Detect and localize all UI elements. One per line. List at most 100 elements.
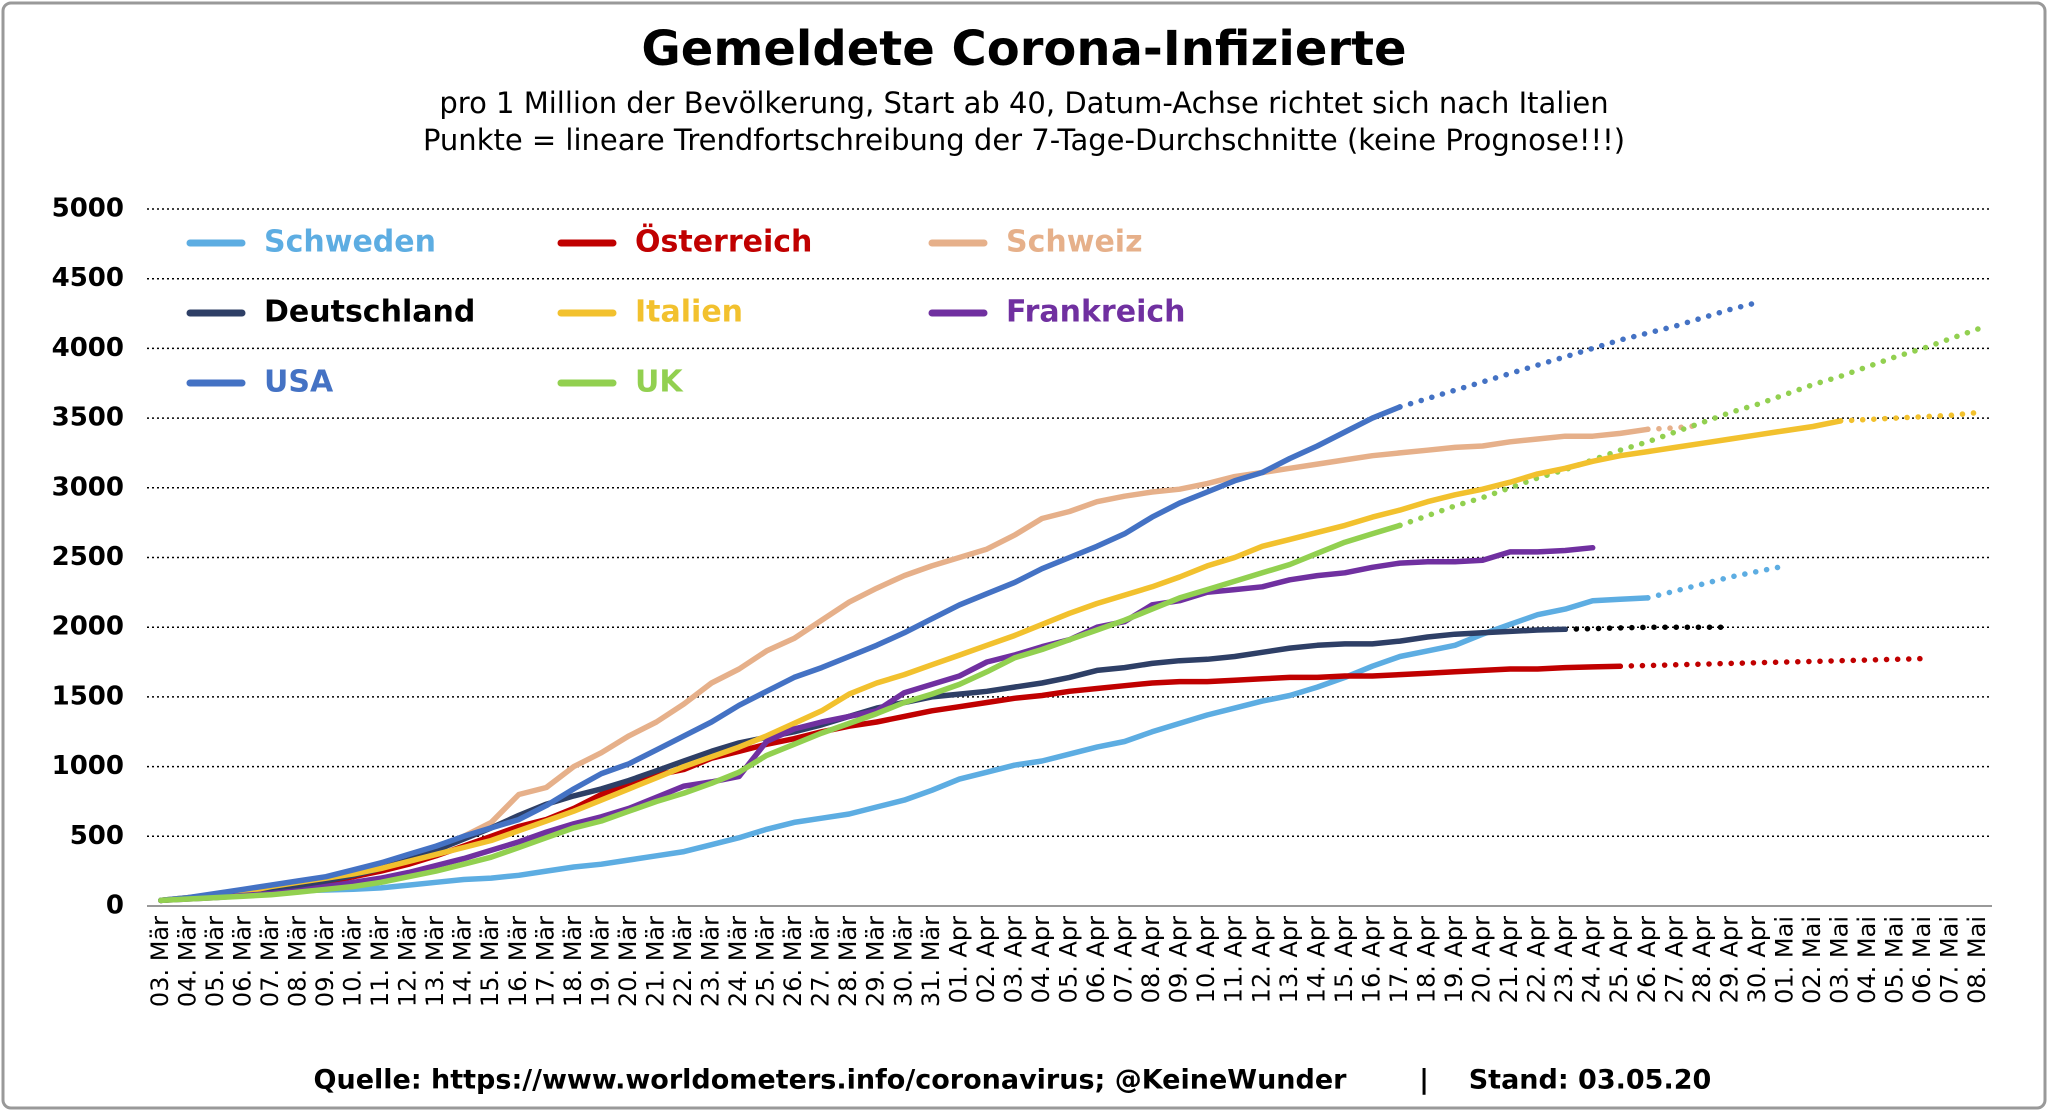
x-tick-label: 15. Mär	[476, 916, 504, 1007]
x-tick-label: 05. Mai	[1881, 916, 1909, 1004]
x-tick-label: 05. Apr	[1055, 916, 1083, 1003]
x-tick-label: 25. Mär	[752, 916, 780, 1007]
legend-label: Frankreich	[1006, 295, 1186, 330]
x-tick-label: 22. Mär	[669, 916, 697, 1007]
x-tick-label: 22. Apr	[1523, 916, 1551, 1003]
x-tick-label: 11. Apr	[1220, 916, 1248, 1003]
y-tick-label: 2000	[52, 612, 124, 642]
legend-label: Österreich	[635, 223, 812, 260]
x-tick-label: 12. Mär	[394, 916, 422, 1007]
x-tick-label: 31. Mär	[917, 916, 945, 1007]
x-tick-label: 21. Mär	[641, 916, 669, 1007]
legend-label: Deutschland	[264, 295, 475, 330]
x-tick-label: 04. Mai	[1853, 916, 1881, 1004]
x-tick-label: 14. Apr	[1302, 916, 1330, 1003]
trend-line	[1617, 655, 1926, 669]
x-tick-label: 06. Apr	[1082, 916, 1110, 1003]
chart-title: Gemeldete Corona-Infizierte	[641, 21, 1406, 77]
trend-line	[1397, 299, 1761, 410]
x-tick-label: 09. Apr	[1165, 916, 1193, 1003]
x-tick-label: 13. Mär	[421, 916, 449, 1007]
x-tick-label: 03. Apr	[999, 916, 1027, 1003]
x-tick-label: 24. Apr	[1578, 916, 1606, 1003]
x-tick-label: 12. Apr	[1247, 916, 1275, 1003]
x-tick-label: 08. Mai	[1963, 916, 1991, 1004]
x-tick-label: 26. Apr	[1633, 916, 1661, 1003]
x-tick-label: 10. Apr	[1192, 916, 1220, 1003]
date-note: Stand: 03.05.20	[1469, 1065, 1712, 1096]
line	[158, 418, 1844, 904]
x-tick-label: 30. Apr	[1743, 916, 1771, 1003]
x-tick-label: 27. Mär	[807, 916, 835, 1007]
x-tick-label: 07. Mär	[256, 916, 284, 1007]
y-tick-label: 5000	[52, 194, 124, 224]
y-tick-label: 4500	[52, 263, 124, 293]
x-tick-label: 30. Mär	[889, 916, 917, 1007]
source-note: Quelle: https://www.worldometers.info/co…	[314, 1065, 1348, 1096]
x-tick-label: 02. Apr	[972, 916, 1000, 1003]
x-tick-label: 28. Apr	[1688, 916, 1716, 1003]
x-tick-label: 29. Mär	[862, 916, 890, 1007]
y-tick-label: 500	[70, 821, 124, 851]
x-tick-label: 18. Mär	[559, 916, 587, 1007]
x-tick-label: 15. Apr	[1330, 916, 1358, 1003]
legend-label: Schweiz	[1006, 225, 1143, 260]
x-tick-label: 03. Mär	[146, 916, 174, 1007]
y-tick-label: 1500	[52, 681, 124, 711]
y-tick-label: 4000	[52, 333, 124, 363]
x-tick-label: 26. Mär	[779, 916, 807, 1007]
x-tick-label: 28. Mär	[834, 916, 862, 1007]
x-tick-label: 21. Apr	[1495, 916, 1523, 1003]
x-tick-label: 04. Apr	[1027, 916, 1055, 1003]
y-tick-label: 3000	[52, 472, 124, 502]
x-tick-label: 04. Mär	[173, 916, 201, 1007]
x-tick-label: 16. Mär	[504, 916, 532, 1007]
x-tick-label: 11. Mär	[366, 916, 394, 1007]
separator: |	[1419, 1065, 1429, 1096]
x-tick-label: 06. Mär	[228, 916, 256, 1007]
x-tick-label: 07. Mai	[1936, 916, 1964, 1004]
y-tick-label: 0	[106, 891, 124, 921]
line	[158, 404, 1403, 904]
x-tick-label: 02. Mai	[1798, 916, 1826, 1004]
x-tick-label: 08. Mär	[283, 916, 311, 1007]
legend-label: Italien	[635, 295, 743, 330]
x-tick-label: 19. Apr	[1440, 916, 1468, 1003]
x-tick-label: 23. Apr	[1550, 916, 1578, 1003]
x-tick-label: 19. Mär	[586, 916, 614, 1007]
chart-subtitle: Punkte = lineare Trendfortschreibung der…	[423, 123, 1625, 157]
x-tick-label: 05. Mär	[201, 916, 229, 1007]
x-tick-label: 09. Mär	[311, 916, 339, 1007]
x-tick-label: 18. Apr	[1412, 916, 1440, 1003]
x-tick-label: 14. Mär	[449, 916, 477, 1007]
x-tick-label: 25. Apr	[1605, 916, 1633, 1003]
y-tick-label: 1000	[52, 751, 124, 781]
x-tick-label: 17. Apr	[1385, 916, 1413, 1003]
trend-line	[1837, 409, 1981, 424]
line	[158, 522, 1403, 904]
x-tick-label: 17. Mär	[531, 916, 559, 1007]
x-tick-label: 20. Mär	[614, 916, 642, 1007]
x-tick-label: 10. Mär	[339, 916, 367, 1007]
x-tick-label: 24. Mär	[724, 916, 752, 1007]
trend-line	[1645, 563, 1789, 601]
x-tick-label: 23. Mär	[697, 916, 725, 1007]
legend-label: Schweden	[264, 225, 436, 260]
trend-line	[1397, 326, 1981, 529]
x-tick-label: 20. Apr	[1468, 916, 1496, 1003]
x-tick-label: 08. Apr	[1137, 916, 1165, 1003]
x-tick-label: 07. Apr	[1110, 916, 1138, 1003]
y-tick-label: 2500	[52, 542, 124, 572]
x-tick-label: 29. Apr	[1715, 916, 1743, 1003]
x-tick-label: 01. Mai	[1770, 916, 1798, 1004]
x-tick-label: 06. Mai	[1908, 916, 1936, 1004]
x-tick-label: 13. Apr	[1275, 916, 1303, 1003]
x-tick-label: 03. Mai	[1826, 916, 1854, 1004]
x-tick-label: 27. Apr	[1660, 916, 1688, 1003]
x-tick-label: 16. Apr	[1357, 916, 1385, 1003]
legend-label: USA	[264, 365, 334, 400]
legend-label: UK	[635, 365, 684, 400]
x-tick-label: 01. Apr	[944, 916, 972, 1003]
